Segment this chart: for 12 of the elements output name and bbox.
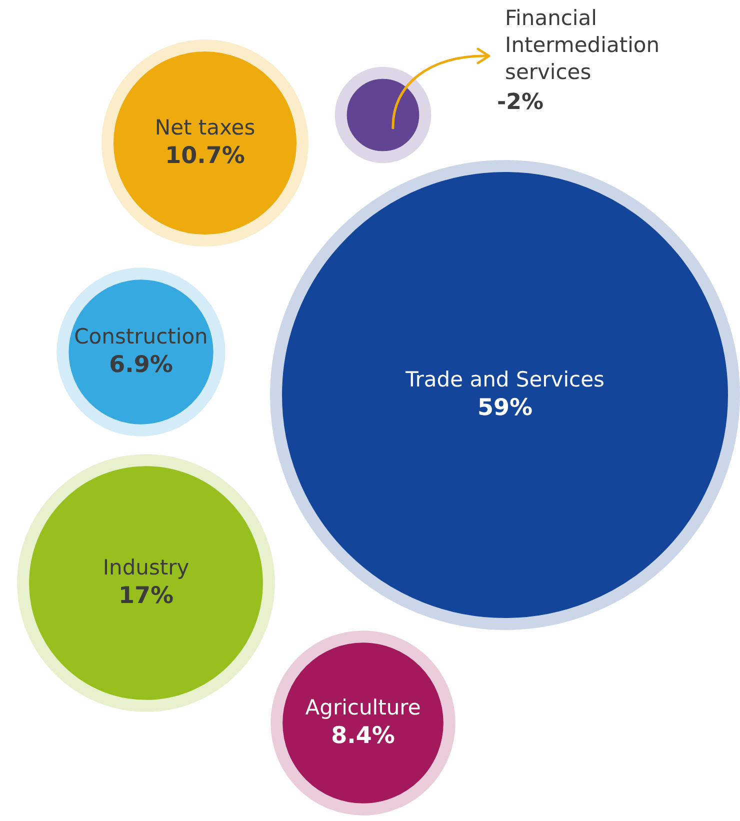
data-label: 59% — [477, 394, 533, 421]
category-label: Industry — [102, 555, 190, 580]
data-label: 8.4% — [331, 722, 395, 749]
data-label: -2% — [497, 90, 544, 115]
category-label: Financial Intermediation services — [505, 6, 660, 84]
data-label: 17% — [118, 582, 174, 609]
category-label: Trade and Services — [404, 367, 604, 392]
category-label: Agriculture — [305, 695, 421, 720]
data-label: 6.9% — [109, 352, 173, 378]
category-label: Construction — [74, 324, 208, 348]
category-label: Net taxes — [154, 115, 256, 140]
data-label: 10.7% — [165, 142, 245, 169]
